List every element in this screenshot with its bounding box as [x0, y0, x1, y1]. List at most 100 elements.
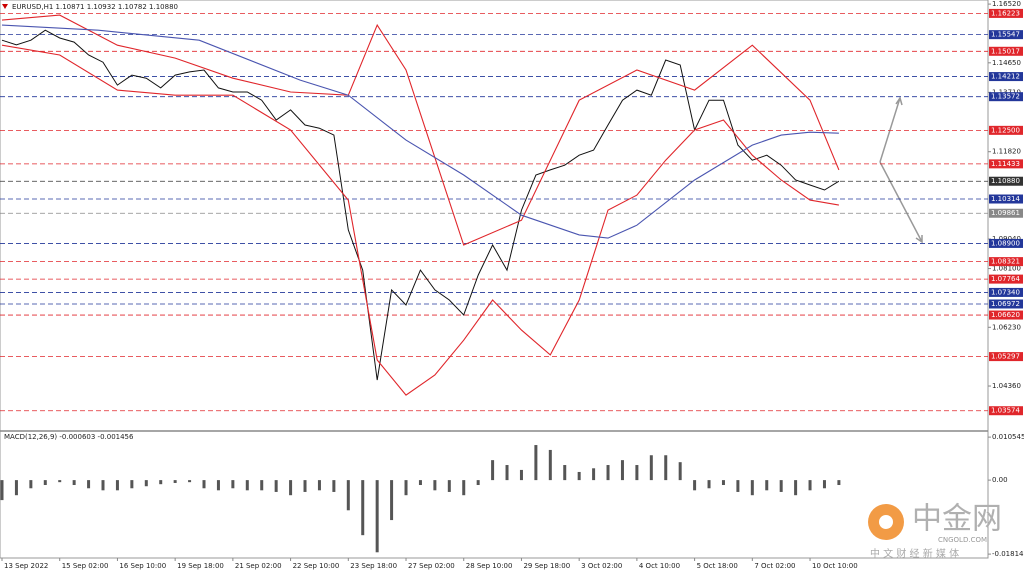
level-box: [989, 46, 1023, 56]
watermark-tagline: 中 文 财 经 新 媒 体: [870, 547, 959, 560]
macd-bar: [375, 480, 379, 553]
level-label: 1.07764: [991, 275, 1020, 283]
level-box: [989, 274, 1023, 284]
y-tick-label: 1.04360: [992, 382, 1021, 390]
macd-bar: [390, 480, 394, 521]
macd-label: MACD(12,26,9) -0.000603 -0.001456: [4, 433, 134, 441]
watermark: 中金网 CNGOLD.COM 中 文 财 经 新 媒 体: [868, 502, 1002, 560]
level-box: [989, 287, 1023, 297]
macd-bar: [505, 465, 509, 481]
x-tick-label: 5 Oct 18:00: [697, 562, 738, 570]
macd-bar: [794, 480, 798, 496]
level-label: 1.16223: [991, 9, 1020, 17]
chart-title: EURUSD,H1 1.10871 1.10932 1.10782 1.1088…: [12, 3, 178, 11]
level-box: [989, 159, 1023, 169]
macd-bar: [592, 468, 596, 481]
x-tick-label: 7 Oct 02:00: [754, 562, 795, 570]
macd-bar: [707, 480, 711, 489]
macd-bar: [231, 480, 235, 489]
level-label: 1.08321: [991, 258, 1020, 266]
macd-bar: [29, 480, 33, 489]
macd-bar: [159, 480, 163, 485]
macd-bar: [577, 471, 581, 481]
macd-bar: [332, 480, 336, 492]
watermark-name: 中金网: [912, 502, 1002, 537]
level-label: 1.06620: [991, 311, 1020, 319]
marker: [2, 4, 8, 9]
macd-bar: [346, 480, 350, 511]
level-label: 1.14212: [991, 73, 1020, 81]
y-tick-label: 1.06230: [992, 323, 1021, 331]
y-tick-label: 1.16520: [992, 0, 1021, 8]
level-box: [989, 406, 1023, 416]
macd-bar: [563, 465, 567, 481]
level-box: [989, 125, 1023, 135]
x-tick-label: 21 Sep 02:00: [235, 562, 282, 570]
level-box: [989, 352, 1023, 362]
level-box: [989, 208, 1023, 218]
macd-bar: [548, 449, 552, 481]
level-box: [989, 299, 1023, 309]
level-label: 1.07340: [991, 288, 1020, 296]
macd-bar: [361, 480, 365, 536]
macd-bar: [202, 480, 206, 489]
y-tick-label: 1.08100: [992, 265, 1021, 273]
macd-tick-label: 0.010545: [992, 433, 1024, 441]
macd-bar: [779, 480, 783, 492]
macd-bar: [188, 480, 192, 483]
x-tick-label: 13 Sep 2022: [4, 562, 48, 570]
macd-bar: [433, 480, 437, 491]
macd-bar: [418, 480, 422, 486]
level-box: [989, 238, 1023, 248]
price-line: [1, 24, 839, 239]
macd-bar: [173, 480, 177, 483]
macd-bar: [303, 480, 307, 492]
x-tick-label: 22 Sep 10:00: [293, 562, 340, 570]
x-tick-label: 29 Sep 18:00: [523, 562, 570, 570]
macd-bar: [837, 480, 841, 486]
macd-bar: [476, 480, 480, 486]
level-box: [989, 92, 1023, 102]
macd-bar: [216, 480, 220, 491]
macd-bar: [43, 480, 47, 486]
level-label: 1.15547: [991, 31, 1020, 39]
macd-bar: [678, 462, 682, 481]
y-tick-label: 1.14650: [992, 59, 1021, 67]
level-label: 1.06972: [991, 300, 1020, 308]
arrow-down: [879, 161, 923, 244]
macd-bar: [649, 455, 653, 481]
macd-bar: [14, 480, 18, 496]
macd-bar: [721, 480, 725, 486]
level-label: 1.15017: [991, 47, 1020, 55]
macd-bar: [87, 480, 91, 489]
level-box: [989, 194, 1023, 204]
x-tick-label: 10 Oct 10:00: [812, 562, 858, 570]
macd-bar: [822, 480, 826, 489]
x-tick-label: 15 Sep 02:00: [62, 562, 109, 570]
macd-bar: [245, 480, 249, 491]
macd-bar: [260, 480, 264, 491]
level-label: 1.11433: [991, 160, 1020, 168]
watermark-site: CNGOLD.COM: [938, 536, 987, 544]
price-line: [1, 29, 840, 381]
logo-inner: [879, 515, 893, 529]
x-tick-label: 16 Sep 10:00: [119, 562, 166, 570]
level-label: 1.08900: [991, 239, 1020, 247]
macd-bar: [620, 460, 624, 481]
level-box: [989, 8, 1023, 18]
level-label: 1.10314: [991, 195, 1020, 203]
x-tick-label: 27 Sep 02:00: [408, 562, 455, 570]
x-tick-label: 4 Oct 10:00: [639, 562, 680, 570]
level-label: 1.09861: [991, 209, 1020, 217]
macd-bar: [693, 480, 697, 491]
macd-tick-label: -0.018145: [992, 550, 1024, 558]
x-tick-label: 23 Sep 18:00: [350, 562, 397, 570]
macd-bar: [462, 480, 466, 496]
y-tick-label: 1.11820: [992, 148, 1021, 156]
macd-bar: [58, 480, 62, 483]
price-line: [1, 44, 839, 396]
level-box: [989, 176, 1023, 186]
level-label: 1.05297: [991, 353, 1020, 361]
macd-bar: [808, 480, 812, 491]
